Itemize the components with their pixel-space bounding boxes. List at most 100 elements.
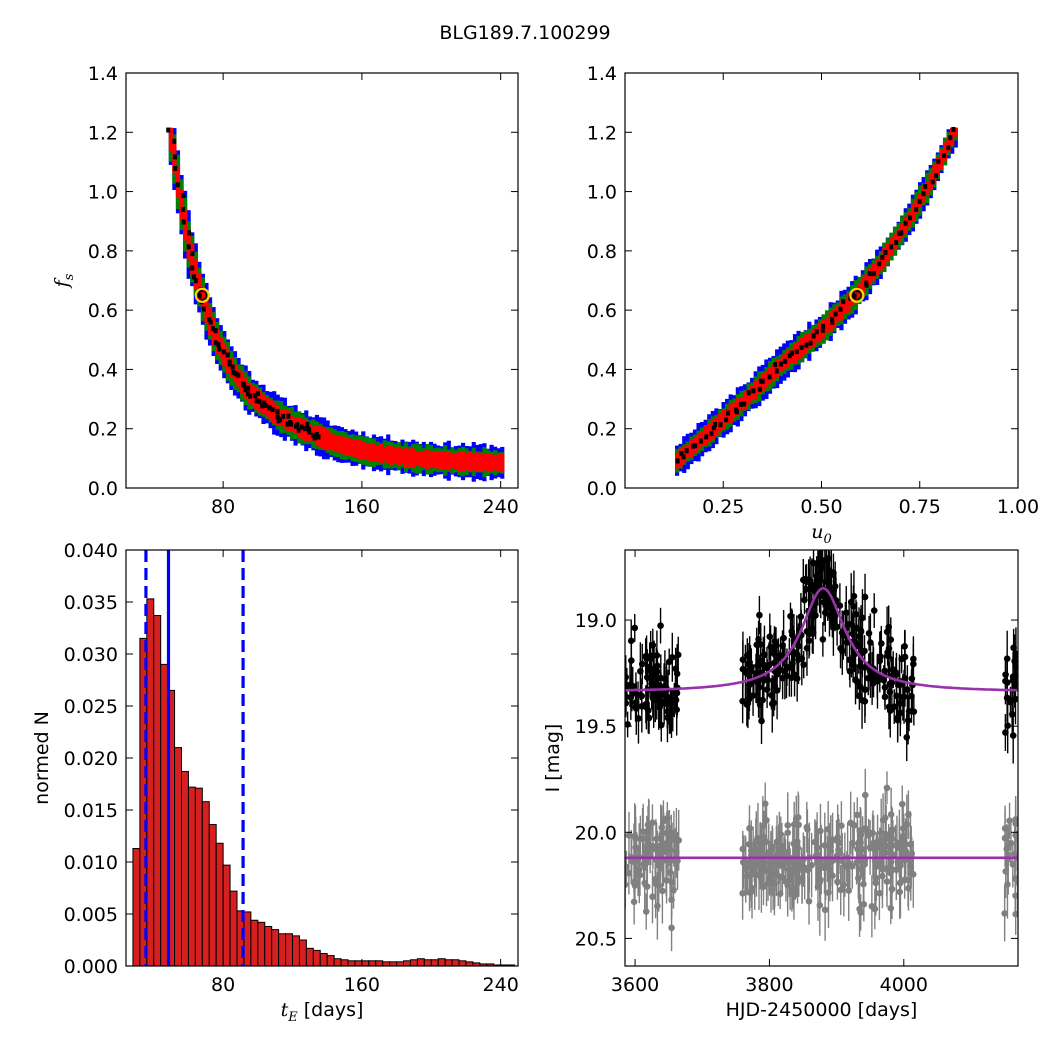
heatmap-cell bbox=[421, 450, 426, 468]
chain-point bbox=[930, 179, 935, 185]
chain-point bbox=[166, 127, 171, 133]
data-point bbox=[856, 692, 863, 700]
data-point bbox=[639, 828, 647, 836]
y-tick-label: 0.4 bbox=[88, 359, 118, 381]
chain-point bbox=[175, 182, 180, 188]
chain-point bbox=[281, 413, 286, 419]
best-fit-marker-outer bbox=[194, 287, 210, 303]
heatmap-cell bbox=[478, 452, 483, 472]
data-point bbox=[813, 844, 821, 851]
best-fit-marker-outer bbox=[849, 287, 865, 303]
data-point bbox=[847, 598, 855, 606]
data-point bbox=[839, 632, 847, 639]
data-point bbox=[658, 831, 665, 838]
data-point bbox=[784, 882, 791, 889]
chain-point bbox=[263, 402, 268, 408]
data-point bbox=[637, 835, 644, 843]
heatmap-cell bbox=[500, 453, 505, 473]
data-point bbox=[782, 858, 789, 865]
histogram-bar bbox=[416, 958, 425, 966]
chain-point bbox=[718, 422, 723, 428]
heatmap-cell bbox=[475, 452, 480, 472]
x-tick-label: 240 bbox=[483, 974, 519, 996]
y-tick-label: 0.0 bbox=[587, 478, 617, 500]
y-axis-label: fs bbox=[51, 273, 77, 289]
histogram-bar bbox=[333, 958, 342, 966]
data-point bbox=[780, 634, 787, 642]
data-point bbox=[801, 864, 809, 872]
heatmap-cell bbox=[875, 259, 880, 275]
heatmap-cell bbox=[389, 445, 394, 465]
data-point bbox=[739, 889, 746, 897]
data-point bbox=[894, 714, 902, 722]
chain-point bbox=[254, 398, 259, 404]
heatmap-cell bbox=[393, 448, 398, 464]
y-tick-label: 20.5 bbox=[575, 928, 617, 950]
heatmap-cell bbox=[900, 222, 905, 238]
heatmap-cell bbox=[222, 342, 227, 367]
histogram-bar bbox=[451, 959, 460, 966]
chain-point bbox=[255, 390, 260, 396]
panel-bottom-left: 80 160 240 0.000 0.005 0.010 0.015 0.020 0.025 0.… bbox=[31, 540, 519, 1025]
chain-point bbox=[894, 240, 899, 246]
chain-point bbox=[830, 316, 835, 322]
heatmap-cell bbox=[357, 440, 362, 460]
data-point bbox=[669, 707, 677, 714]
data-point bbox=[873, 863, 880, 870]
chain-point bbox=[193, 278, 198, 284]
chain-point bbox=[180, 207, 185, 213]
data-point bbox=[865, 629, 873, 637]
y-tick-label: 19.0 bbox=[575, 610, 617, 632]
chain-point bbox=[684, 448, 689, 454]
data-point bbox=[645, 824, 653, 832]
chain-point bbox=[288, 420, 293, 426]
chain-point bbox=[724, 417, 729, 423]
heatmap-cell bbox=[867, 268, 873, 285]
data-point bbox=[663, 877, 670, 884]
data-point bbox=[825, 889, 832, 896]
x-tick-label: 240 bbox=[483, 496, 519, 518]
heatmap-cell bbox=[832, 308, 837, 328]
data-point bbox=[908, 692, 915, 700]
light-curve-data bbox=[625, 550, 1018, 764]
histogram-bar bbox=[208, 824, 217, 966]
chain-point bbox=[841, 299, 846, 305]
x-tick-label: 160 bbox=[344, 974, 380, 996]
data-point bbox=[657, 622, 664, 629]
heatmap-cell bbox=[183, 209, 188, 241]
data-point bbox=[631, 624, 639, 632]
data-point bbox=[754, 835, 762, 842]
histogram-bar bbox=[389, 961, 398, 966]
x-tick-label: 4000 bbox=[880, 974, 928, 996]
heatmap-cell bbox=[403, 447, 409, 468]
heatmap-cell bbox=[842, 300, 848, 314]
heatmap-cell bbox=[742, 391, 748, 409]
y-tick-label: 0.8 bbox=[587, 241, 617, 263]
histogram-bar bbox=[243, 911, 252, 966]
heatmap-cell bbox=[179, 189, 184, 221]
data-point bbox=[849, 630, 857, 638]
data-point bbox=[787, 612, 794, 620]
data-point bbox=[840, 881, 848, 889]
histogram-bar bbox=[458, 960, 467, 966]
chain-point bbox=[267, 404, 272, 410]
data-point bbox=[879, 872, 886, 880]
y-axis-label: I [mag] bbox=[542, 724, 564, 793]
heatmap-cell bbox=[771, 364, 776, 381]
data-point bbox=[743, 873, 750, 880]
data-point bbox=[904, 717, 912, 724]
chain-point bbox=[181, 192, 186, 198]
plot-area bbox=[675, 126, 958, 476]
data-point bbox=[778, 862, 786, 870]
data-point bbox=[744, 700, 752, 707]
heatmap-cell bbox=[746, 389, 751, 405]
histogram-bar bbox=[361, 960, 370, 966]
histogram-bar bbox=[222, 864, 231, 966]
chain-point bbox=[243, 387, 248, 393]
data-point bbox=[856, 905, 863, 913]
x-axis-label: HJD-2450000 [days] bbox=[726, 999, 918, 1021]
data-point bbox=[1001, 910, 1008, 917]
data-point bbox=[629, 682, 637, 690]
y-tick-label: 1.4 bbox=[587, 63, 617, 85]
chain-point bbox=[295, 422, 300, 428]
